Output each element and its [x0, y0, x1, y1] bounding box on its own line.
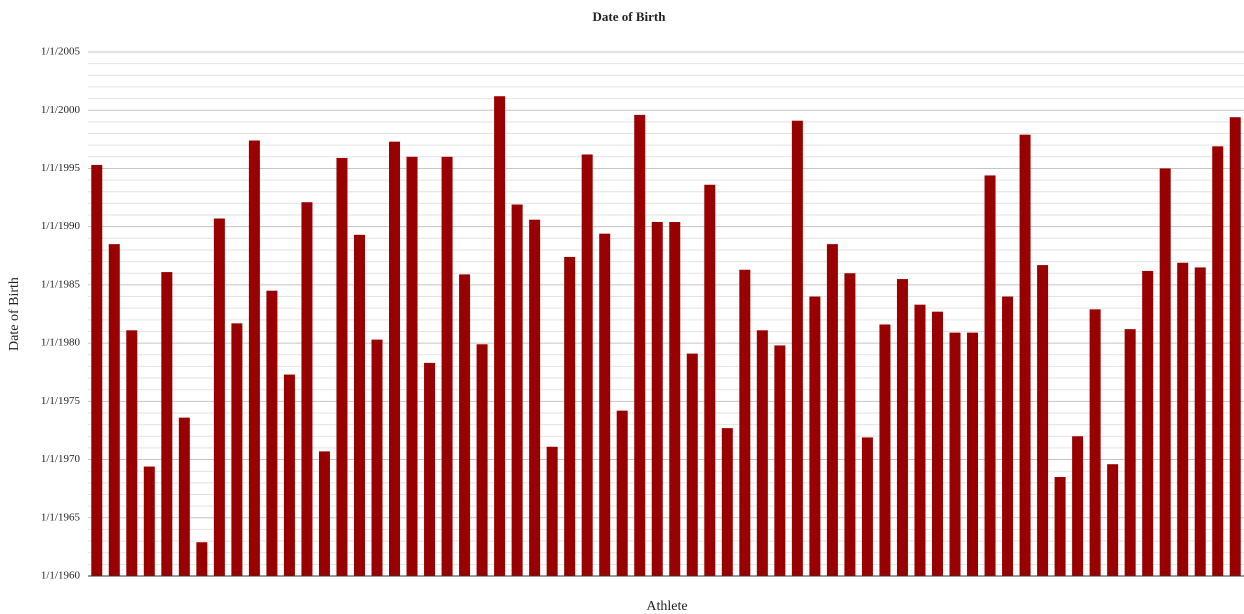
bar [1124, 329, 1136, 576]
bar [283, 374, 295, 576]
bar [669, 222, 681, 576]
bar [844, 273, 856, 576]
bar [546, 446, 558, 576]
y-tick-label: 1/1/1970 [41, 453, 81, 465]
bar [424, 362, 436, 576]
bar [1107, 464, 1119, 576]
bar [248, 140, 260, 576]
y-tick-label: 1/1/1960 [41, 570, 81, 582]
bar [1229, 117, 1241, 576]
bar [1212, 146, 1224, 576]
bar [616, 410, 628, 576]
bar [564, 256, 576, 576]
bar [1159, 168, 1171, 576]
y-tick-label: 1/1/1965 [41, 511, 81, 523]
y-tick-label: 1/1/1990 [41, 220, 81, 232]
bar [1037, 265, 1049, 576]
bar [861, 437, 873, 576]
bar [791, 120, 803, 577]
bar [231, 323, 243, 576]
y-tick-label: 1/1/2005 [41, 46, 81, 58]
bar [266, 290, 278, 576]
bar [441, 156, 453, 577]
bar [511, 204, 523, 576]
bar [91, 164, 103, 576]
bar [634, 114, 646, 576]
y-tick-label: 1/1/1985 [41, 278, 81, 290]
bar [756, 330, 768, 576]
bar [599, 233, 611, 577]
bar [406, 156, 418, 577]
bar [318, 451, 330, 576]
bar [984, 175, 996, 577]
bar [809, 296, 821, 576]
bar [651, 222, 663, 576]
y-tick-label: 1/1/1975 [41, 395, 81, 407]
bar [529, 219, 541, 576]
x-axis-title: Athlete [646, 599, 687, 614]
chart-title: Date of Birth [593, 9, 667, 24]
bar [1019, 134, 1031, 577]
bar [967, 332, 979, 576]
bar [371, 339, 383, 576]
bar [1177, 262, 1189, 576]
bar [1089, 309, 1101, 576]
bar [879, 324, 891, 576]
bar [459, 274, 471, 576]
bar [914, 304, 926, 576]
bar [581, 154, 593, 576]
bar [1072, 436, 1084, 576]
bar [1142, 270, 1154, 576]
bar [949, 332, 961, 576]
bar [721, 428, 733, 576]
y-tick-label: 1/1/1980 [41, 337, 81, 349]
bar [931, 311, 943, 576]
bar [126, 330, 138, 576]
bar [301, 202, 313, 577]
bar [1002, 296, 1014, 576]
bar [704, 184, 716, 576]
y-tick-label: 1/1/2000 [41, 104, 81, 116]
bar [213, 218, 225, 576]
bar [389, 141, 401, 576]
bar [143, 466, 155, 576]
bar [336, 157, 348, 576]
bar [739, 269, 751, 576]
bar [178, 417, 190, 576]
bar [1054, 477, 1066, 576]
y-tick-label: 1/1/1995 [41, 162, 81, 174]
bar [161, 272, 173, 576]
bar [1194, 267, 1206, 576]
bar [826, 244, 838, 576]
bar [774, 345, 786, 576]
y-axis-title: Date of Birth [7, 277, 22, 351]
bar [494, 96, 506, 576]
bar [896, 279, 908, 576]
bar [686, 353, 698, 576]
bar [353, 234, 365, 576]
bar [476, 344, 488, 576]
bar [196, 542, 208, 576]
bar [108, 244, 120, 576]
